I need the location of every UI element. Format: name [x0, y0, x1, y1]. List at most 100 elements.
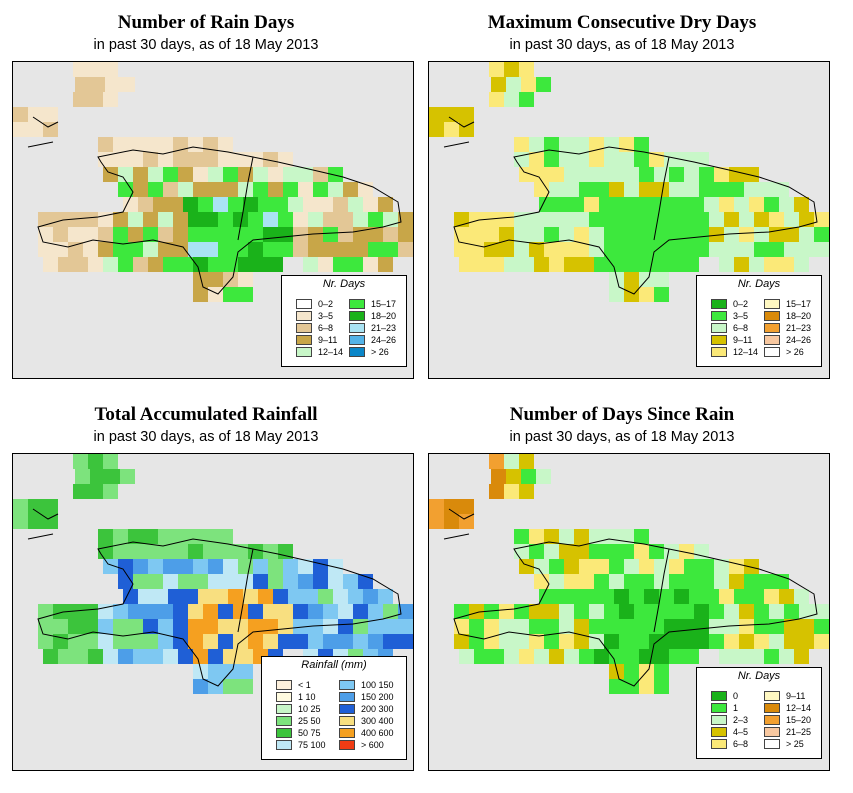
map-cell — [218, 212, 233, 227]
map-cell — [218, 227, 233, 242]
map-cell — [814, 227, 829, 242]
map-cell — [699, 559, 714, 574]
legend-swatch — [349, 323, 365, 333]
map-cell — [694, 227, 709, 242]
map-cell — [88, 484, 103, 499]
map-cell — [203, 619, 218, 634]
map-cell — [218, 544, 233, 559]
map-cell — [799, 619, 814, 634]
map-cell — [268, 559, 283, 574]
map-cell — [764, 649, 779, 664]
map-cell — [133, 257, 148, 272]
map-cell — [544, 137, 559, 152]
map-cell — [338, 604, 353, 619]
map-cell — [143, 152, 158, 167]
map-cell — [559, 544, 574, 559]
map-cell — [719, 589, 734, 604]
panel-subtitle: in past 30 days, as of 18 May 2013 — [509, 429, 735, 445]
map-cell — [689, 197, 704, 212]
map-cell — [113, 604, 128, 619]
map-cell — [724, 619, 739, 634]
map-cell — [173, 619, 188, 634]
map-cell — [248, 634, 263, 649]
map-cell — [539, 589, 554, 604]
map-cell — [283, 559, 298, 574]
map-cell — [298, 182, 313, 197]
map-cell — [398, 634, 413, 649]
map-cell — [133, 574, 148, 589]
legend-label: 15–20 — [786, 715, 812, 725]
map-cell — [519, 484, 534, 499]
map-cell — [484, 227, 499, 242]
map-cell — [368, 227, 383, 242]
map-cell — [143, 137, 158, 152]
panel-title: Maximum Consecutive Dry Days — [487, 12, 757, 33]
map-cell — [128, 634, 143, 649]
map-cell — [529, 227, 544, 242]
map-cell — [644, 589, 659, 604]
map-cell — [118, 649, 133, 664]
map-cell — [323, 242, 338, 257]
map-cell — [188, 604, 203, 619]
map-cell — [103, 62, 118, 77]
map-cell — [534, 559, 549, 574]
map-cell — [73, 257, 88, 272]
map-cell — [83, 242, 98, 257]
map-cell — [113, 212, 128, 227]
map-cell — [664, 242, 679, 257]
map-cell — [353, 634, 368, 649]
map-cell — [68, 212, 83, 227]
legend-label: < 1 — [298, 680, 311, 690]
map-cell — [719, 649, 734, 664]
legend-label: 3–5 — [318, 311, 334, 321]
map-cell — [233, 619, 248, 634]
map-cell — [574, 529, 589, 544]
map-cell — [383, 212, 398, 227]
legend-swatch — [339, 728, 355, 738]
map-cell — [363, 589, 378, 604]
map-cell — [704, 197, 719, 212]
map-cell — [378, 197, 393, 212]
map-cell — [604, 529, 619, 544]
map-cell — [338, 242, 353, 257]
map-cell — [173, 242, 188, 257]
map-cell — [619, 529, 634, 544]
map-cell — [218, 634, 233, 649]
map-cell — [504, 257, 519, 272]
legend-swatch — [764, 347, 780, 357]
map-cell — [163, 559, 178, 574]
map-cell — [143, 242, 158, 257]
map-cell — [814, 619, 829, 634]
map-cell — [569, 197, 584, 212]
map-cell — [208, 649, 223, 664]
legend-swatch — [296, 335, 312, 345]
map-cell — [313, 559, 328, 574]
map-cell — [484, 619, 499, 634]
map-cell — [429, 107, 444, 122]
map-cell — [308, 212, 323, 227]
map-cell — [694, 242, 709, 257]
map-cell — [383, 604, 398, 619]
map-cell — [749, 649, 764, 664]
map-cell — [769, 242, 784, 257]
map-cell — [779, 589, 794, 604]
map-cell — [128, 137, 143, 152]
map-cell — [188, 544, 203, 559]
map-cell — [784, 212, 799, 227]
map-cell — [459, 499, 474, 514]
map-cell — [559, 212, 574, 227]
legend-swatch — [296, 347, 312, 357]
map-cell — [88, 92, 103, 107]
map-cell — [188, 242, 203, 257]
map-cell — [105, 469, 120, 484]
map-cell — [323, 604, 338, 619]
map-cell — [173, 227, 188, 242]
map-cell — [193, 167, 208, 182]
legend-label: 4–5 — [733, 727, 749, 737]
map-cell — [98, 242, 113, 257]
map-cell — [814, 242, 829, 257]
map-cell — [769, 604, 784, 619]
map-cell — [128, 529, 143, 544]
map-cell — [549, 257, 564, 272]
map-cell — [744, 559, 759, 574]
